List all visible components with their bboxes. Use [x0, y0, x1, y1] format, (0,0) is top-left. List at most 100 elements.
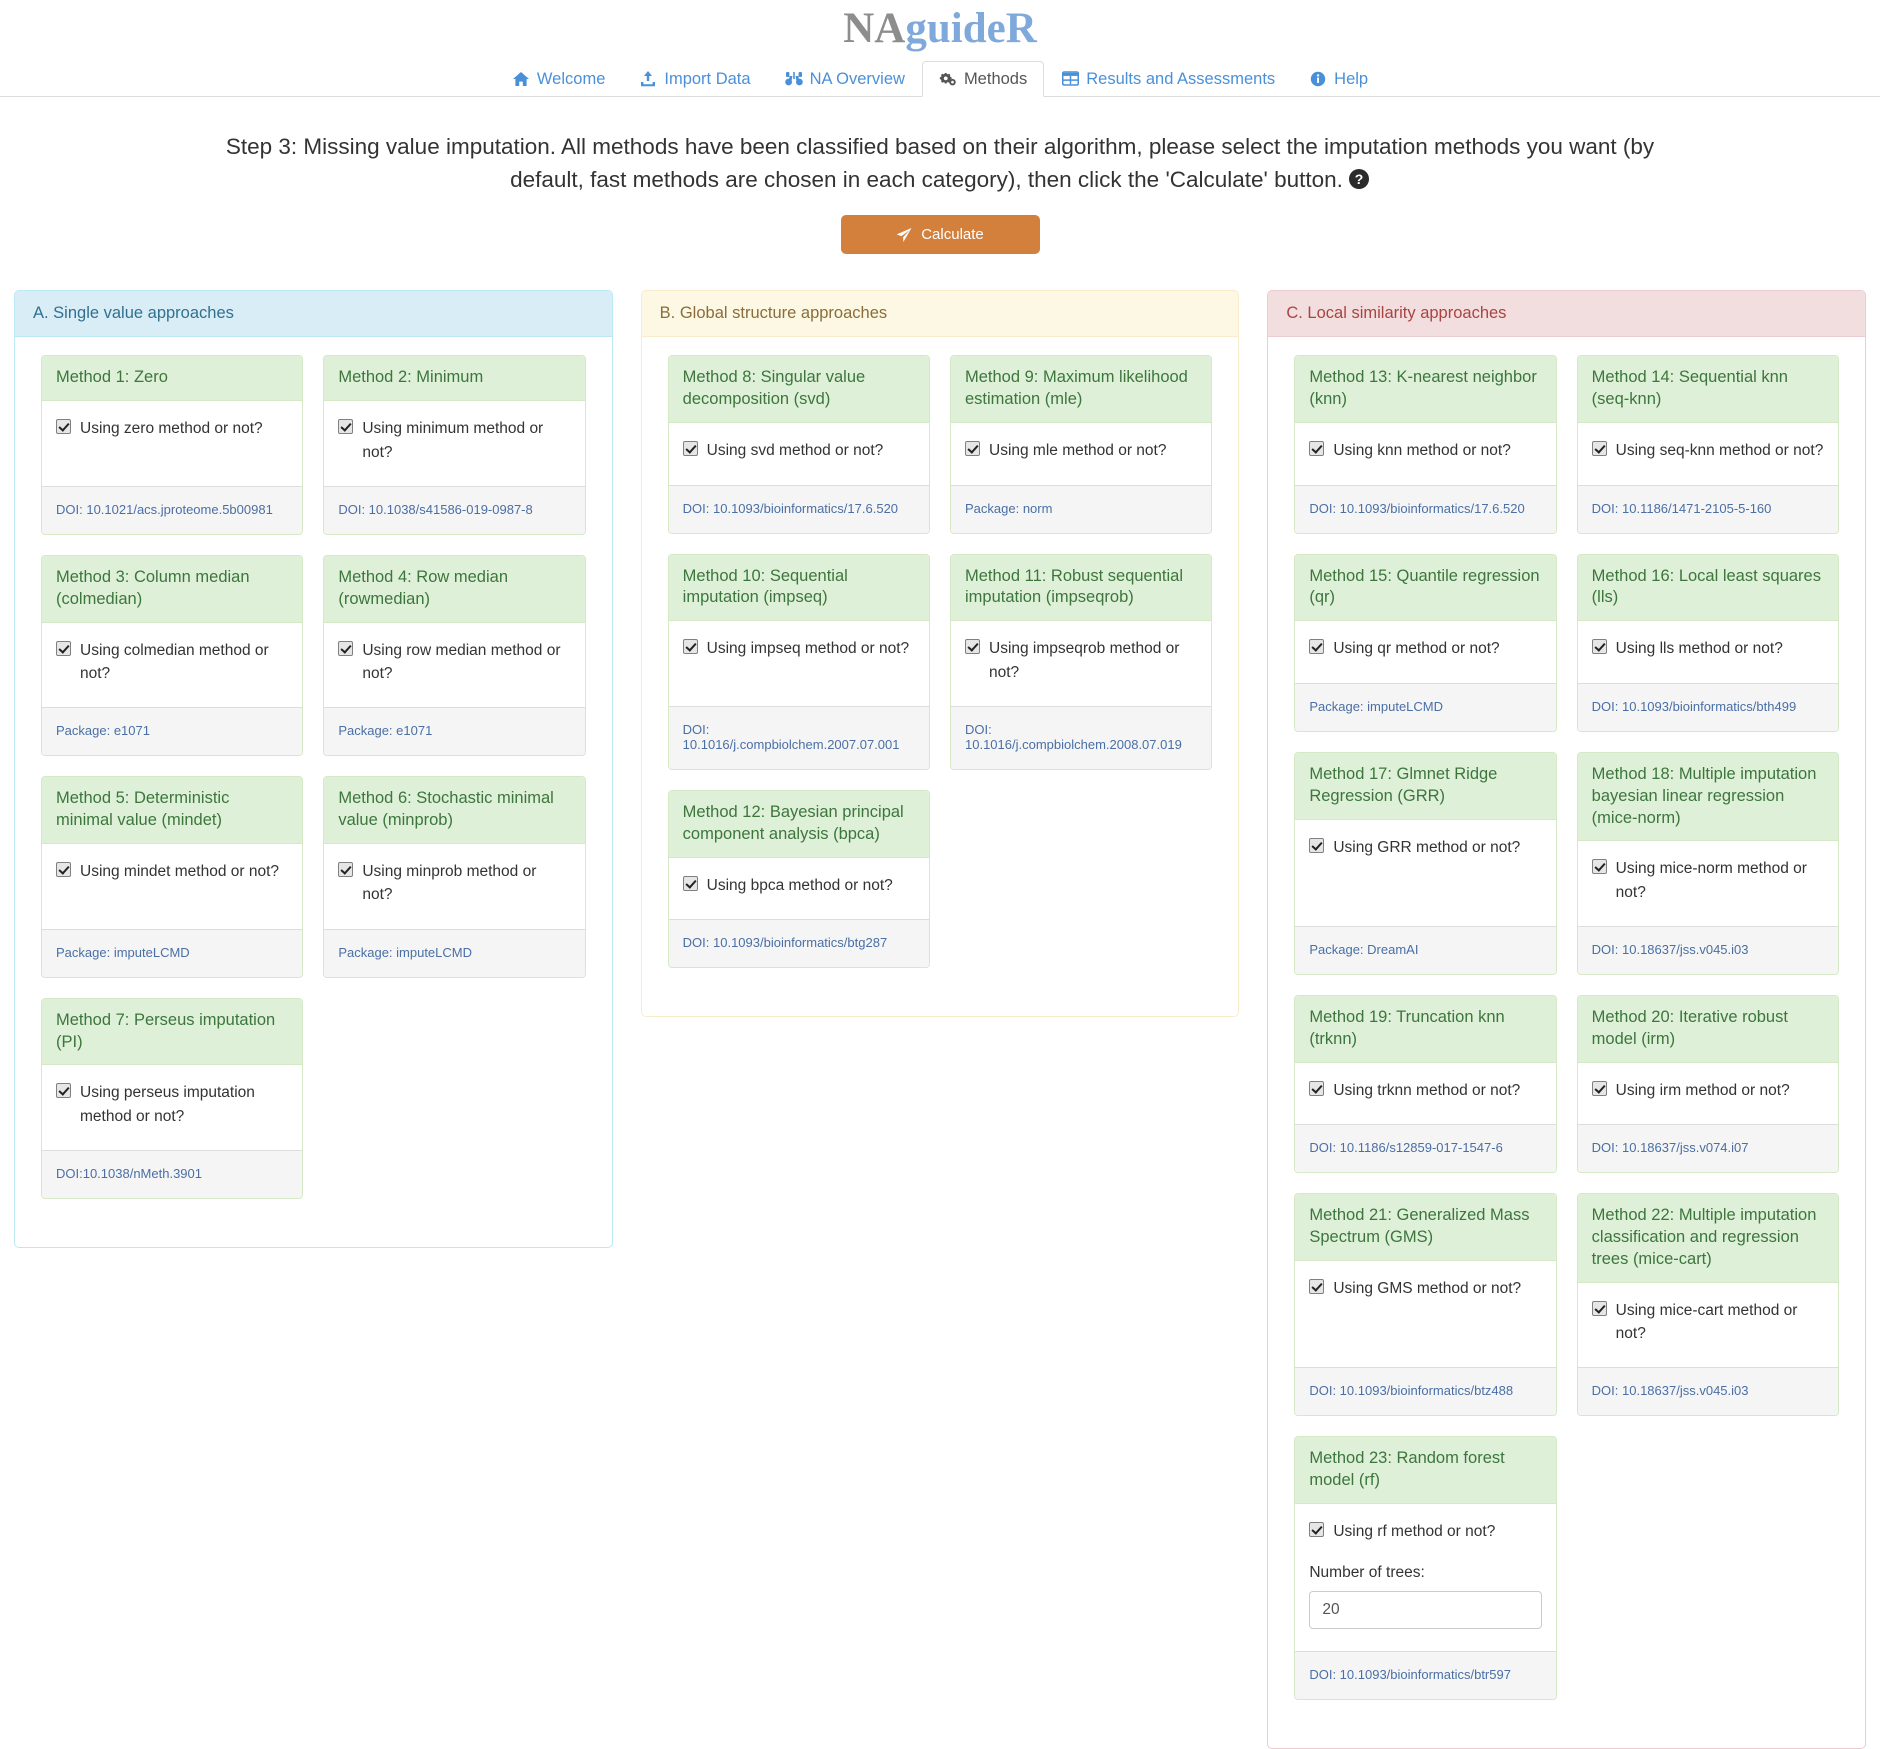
- nav-tab-na-overview[interactable]: NA Overview: [768, 61, 922, 97]
- method-card-title: Method 22: Multiple imputation classific…: [1577, 1194, 1838, 1283]
- method-checkbox-row[interactable]: Using rf method or not?: [1309, 1520, 1541, 1543]
- method-checkbox-row[interactable]: Using mle method or not?: [965, 439, 1197, 462]
- method-checkbox[interactable]: [682, 441, 698, 457]
- method-reference: Package: e1071: [324, 707, 585, 756]
- method-checkbox-row[interactable]: Using minprob method or not?: [338, 860, 570, 907]
- method-card-cell: Method 8: Singular value decomposition (…: [658, 355, 940, 553]
- method-checkbox[interactable]: [1309, 837, 1325, 853]
- method-card-body: Using mice-cart method or not?: [1577, 1282, 1838, 1368]
- nav-tab-welcome[interactable]: Welcome: [495, 61, 622, 97]
- method-checkbox-row[interactable]: Using minimum method or not?: [338, 417, 570, 464]
- calculate-button[interactable]: Calculate: [840, 215, 1040, 255]
- nav-tab-methods[interactable]: Methods: [921, 60, 1045, 98]
- method-reference: DOI: 10.1093/bioinformatics/bth499: [1577, 682, 1838, 731]
- method-checkbox-label: Using impseqrob method or not?: [989, 640, 1180, 681]
- method-card: Method 2: Minimum Using minimum method or…: [323, 355, 586, 535]
- method-checkbox-label: Using minprob method or not?: [362, 863, 537, 904]
- method-card: Method 5: Deterministic minimal value (m…: [41, 776, 304, 978]
- method-checkbox[interactable]: [1309, 639, 1325, 655]
- method-card-body: Using minprob method or not?: [324, 844, 585, 929]
- method-checkbox-row[interactable]: Using trknn method or not?: [1309, 1079, 1541, 1102]
- method-card-title: Method 4: Row median (rowmedian): [324, 555, 585, 623]
- method-checkbox-label: Using minimum method or not?: [362, 420, 544, 461]
- method-reference: DOI: 10.18637/jss.v045.i03: [1577, 925, 1838, 974]
- method-checkbox-row[interactable]: Using row median method or not?: [338, 639, 570, 686]
- method-checkbox-row[interactable]: Using GMS method or not?: [1309, 1277, 1541, 1300]
- method-checkbox[interactable]: [965, 441, 980, 457]
- method-checkbox[interactable]: [338, 640, 354, 656]
- method-checkbox[interactable]: [1591, 639, 1607, 655]
- method-checkbox[interactable]: [1591, 441, 1607, 457]
- method-card-cell: Method 10: Sequential imputation (impseq…: [658, 553, 940, 790]
- main-navigation: Welcome Import Data NA Overview Methods Resu…: [0, 60, 1880, 98]
- method-reference: DOI: 10.1093/bioinformatics/17.6.520: [1295, 484, 1556, 533]
- method-checkbox[interactable]: [1309, 1080, 1325, 1096]
- method-checkbox[interactable]: [1591, 859, 1607, 875]
- method-card: Method 7: Perseus imputation (PI) Using p…: [41, 997, 304, 1199]
- method-checkbox[interactable]: [965, 639, 980, 655]
- method-checkbox-row[interactable]: Using irm method or not?: [1591, 1079, 1824, 1102]
- method-checkbox-row[interactable]: Using mice-cart method or not?: [1591, 1299, 1824, 1346]
- method-checkbox-row[interactable]: Using knn method or not?: [1309, 439, 1541, 462]
- method-card-cell: Method 19: Truncation knn (trknn) Using t…: [1284, 994, 1566, 1193]
- nav-tab-import-data[interactable]: Import Data: [622, 61, 767, 97]
- method-checkbox-row[interactable]: Using impseqrob method or not?: [965, 637, 1197, 684]
- nav-tab-label: Welcome: [536, 69, 606, 88]
- method-checkbox[interactable]: [56, 1083, 71, 1099]
- binoculars-icon: [784, 71, 803, 87]
- method-card: Method 23: Random forest model (rf) Using…: [1294, 1436, 1557, 1700]
- method-card: Method 1: Zero Using zero method or not? D…: [41, 355, 304, 535]
- method-checkbox-row[interactable]: Using svd method or not?: [682, 439, 915, 462]
- method-card-body: Using impseq method or not?: [668, 621, 929, 706]
- method-card: Method 14: Sequential knn (seq-knn) Using…: [1576, 355, 1839, 534]
- method-checkbox[interactable]: [1591, 1080, 1607, 1096]
- method-card-title: Method 3: Column median (colmedian): [42, 555, 303, 623]
- step-instruction: Step 3: Missing value imputation. All me…: [210, 131, 1670, 199]
- method-card-body: Using mle method or not?: [951, 423, 1212, 485]
- method-checkbox[interactable]: [1309, 1522, 1325, 1538]
- nav-tab-results-and-assessments[interactable]: Results and Assessments: [1044, 61, 1292, 97]
- method-card: Method 4: Row median (rowmedian) Using ro…: [323, 554, 586, 757]
- method-checkbox-row[interactable]: Using colmedian method or not?: [56, 639, 288, 686]
- method-checkbox[interactable]: [1309, 1278, 1325, 1294]
- number-of-trees-input[interactable]: [1309, 1590, 1542, 1629]
- method-card-title: Method 7: Perseus imputation (PI): [42, 998, 303, 1066]
- method-card-cell: Method 20: Iterative robust model (irm) U…: [1567, 994, 1849, 1193]
- method-card-body: Using zero method or not?: [42, 401, 303, 486]
- method-checkbox[interactable]: [338, 862, 354, 878]
- panel-title: A. Single value approaches: [15, 291, 612, 338]
- method-checkbox[interactable]: [56, 862, 71, 878]
- method-checkbox[interactable]: [338, 419, 354, 435]
- method-checkbox-label: Using seq-knn method or not?: [1615, 442, 1824, 460]
- method-reference: Package: norm: [951, 484, 1212, 533]
- method-checkbox-row[interactable]: Using qr method or not?: [1309, 637, 1541, 660]
- nav-tab-help[interactable]: Help: [1292, 61, 1385, 97]
- method-checkbox-label: Using GRR method or not?: [1333, 838, 1521, 856]
- method-checkbox-row[interactable]: Using mindet method or not?: [56, 860, 288, 883]
- method-checkbox-row[interactable]: Using perseus imputation method or not?: [56, 1081, 288, 1128]
- method-checkbox-row[interactable]: Using mice-norm method or not?: [1591, 857, 1824, 904]
- method-checkbox-row[interactable]: Using bpca method or not?: [682, 874, 915, 897]
- method-checkbox[interactable]: [1309, 441, 1325, 457]
- panel-title: C. Local similarity approaches: [1268, 291, 1866, 338]
- method-checkbox-row[interactable]: Using impseq method or not?: [682, 637, 915, 660]
- method-card-cell: Method 1: Zero Using zero method or not? D…: [31, 355, 313, 554]
- method-reference: DOI: 10.1016/j.compbiolchem.2007.07.001: [668, 705, 929, 769]
- method-checkbox-row[interactable]: Using zero method or not?: [56, 417, 288, 440]
- calculate-button-label: Calculate: [921, 226, 984, 244]
- method-card-body: Using seq-knn method or not?: [1577, 423, 1838, 485]
- method-card-title: Method 20: Iterative robust model (irm): [1577, 995, 1838, 1063]
- method-checkbox-label: Using zero method or not?: [80, 420, 263, 438]
- method-checkbox-row[interactable]: Using seq-knn method or not?: [1591, 439, 1824, 462]
- method-checkbox[interactable]: [56, 419, 71, 435]
- method-checkbox[interactable]: [682, 639, 698, 655]
- question-circle-icon[interactable]: ?: [1348, 167, 1370, 200]
- method-checkbox[interactable]: [682, 875, 698, 891]
- method-checkbox-row[interactable]: Using GRR method or not?: [1309, 836, 1541, 859]
- method-checkbox[interactable]: [1591, 1300, 1607, 1316]
- method-checkbox-label: Using GMS method or not?: [1333, 1279, 1522, 1297]
- method-checkbox-row[interactable]: Using lls method or not?: [1591, 637, 1824, 660]
- method-checkbox-label: Using impseq method or not?: [706, 640, 910, 658]
- method-card-title: Method 19: Truncation knn (trknn): [1295, 995, 1556, 1063]
- method-checkbox[interactable]: [56, 640, 71, 656]
